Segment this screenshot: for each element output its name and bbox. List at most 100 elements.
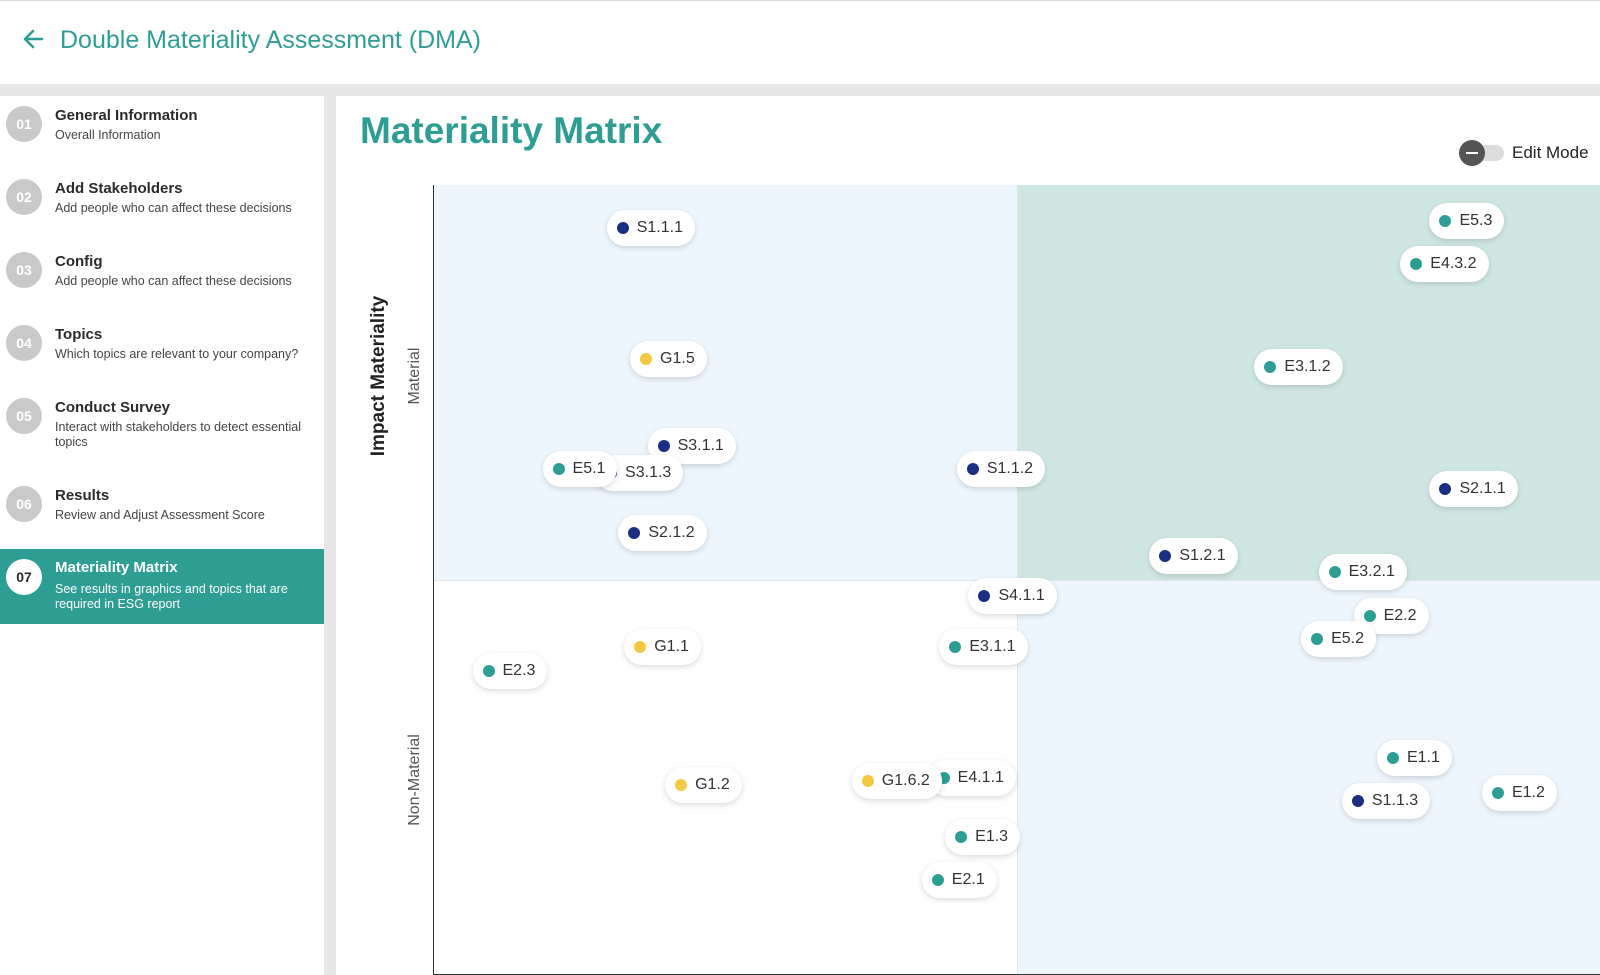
topic-point-e5-2[interactable]: E5.2 [1301, 621, 1376, 658]
quadrant-top-left [434, 185, 1017, 580]
topic-point-s4-1-1[interactable]: S4.1.1 [968, 577, 1057, 614]
topic-label: E5.1 [572, 460, 606, 478]
topic-label: G1.5 [660, 349, 695, 367]
step-number-badge: 01 [6, 106, 42, 142]
step-label: Config [55, 253, 103, 270]
topic-label: E1.2 [1511, 784, 1545, 802]
topic-label: G1.6.2 [881, 772, 930, 790]
sidebar-step-06[interactable]: 06 Results Review and Adjust Assessment Sc… [0, 476, 324, 549]
step-description: Add people who can affect these decision… [55, 201, 292, 215]
governance-dot-icon [640, 352, 653, 365]
social-dot-icon [966, 463, 979, 476]
environment-dot-icon [1386, 751, 1399, 764]
topic-point-g1-5[interactable]: G1.5 [630, 340, 707, 377]
step-label: Conduct Survey [55, 399, 171, 416]
topic-point-e1-3[interactable]: E1.3 [945, 818, 1021, 855]
y-axis-title: Impact Materiality [368, 295, 389, 457]
topic-point-e4-3-2[interactable]: E4.3.2 [1400, 246, 1489, 282]
topic-point-s3-1-1[interactable]: S3.1.1 [647, 427, 736, 464]
topic-point-g1-1[interactable]: G1.1 [624, 629, 701, 666]
step-label: Results [55, 487, 110, 504]
topic-label: S4.1.1 [998, 586, 1045, 604]
social-dot-icon [1351, 795, 1364, 808]
topic-point-e2-1[interactable]: E2.1 [921, 862, 997, 899]
environment-dot-icon [955, 830, 968, 843]
y-band-label-material: Material [406, 347, 423, 405]
step-number-badge: 02 [6, 179, 42, 215]
topic-label: E4.3.2 [1430, 255, 1477, 272]
environment-dot-icon [1311, 633, 1324, 646]
step-label: Materiality Matrix [55, 559, 178, 576]
topic-label: S1.2.1 [1179, 547, 1226, 565]
topic-label: G1.1 [654, 638, 689, 656]
sidebar-step-02[interactable]: 02 Add Stakeholders Add people who can aff… [0, 169, 324, 242]
step-number-badge: 06 [6, 486, 42, 522]
topic-label: S2.1.2 [648, 523, 695, 541]
sidebar-step-03[interactable]: 03 Config Add people who can affect these … [0, 242, 324, 315]
minus-icon[interactable] [1459, 140, 1485, 166]
topic-point-e1-2[interactable]: E1.2 [1481, 775, 1557, 812]
topic-point-s1-1-1[interactable]: S1.1.1 [606, 210, 695, 247]
materiality-chart: S1.1.1 E5.3 E4.3.2 G1.5 E3.1.2 S3.1.1 S3.1.3 E5… [433, 185, 1600, 975]
edit-mode-toggle[interactable]: Edit Mode [1459, 140, 1589, 166]
environment-dot-icon [1264, 360, 1277, 373]
topic-label: S1.1.2 [986, 460, 1034, 478]
sidebar-step-01[interactable]: 01 General Information Overall Information [0, 96, 324, 169]
topic-label: S1.1.1 [636, 219, 683, 237]
environment-dot-icon [931, 874, 944, 887]
topic-label: E1.3 [975, 827, 1009, 845]
topic-label: G1.2 [695, 776, 730, 794]
step-description: Overall Information [55, 128, 161, 142]
topic-point-s2-1-1[interactable]: S2.1.1 [1429, 471, 1518, 508]
topic-label: S3.1.1 [677, 436, 724, 454]
topic-label: E2.2 [1383, 606, 1417, 624]
topic-point-e4-1-1[interactable]: E4.1.1 [927, 759, 1016, 796]
topic-point-g1-2[interactable]: G1.2 [665, 767, 742, 804]
topic-label: E2.3 [502, 661, 536, 679]
back-arrow-icon[interactable] [20, 25, 48, 53]
topic-point-s1-2-1[interactable]: S1.2.1 [1149, 538, 1238, 575]
topic-label: E3.1.1 [969, 638, 1016, 656]
topic-point-e5-1[interactable]: E5.1 [542, 451, 618, 488]
topic-point-g1-6-2[interactable]: G1.6.2 [851, 763, 942, 800]
governance-dot-icon [861, 775, 874, 788]
topic-label: S2.1.1 [1459, 480, 1506, 498]
edit-mode-label: Edit Mode [1512, 143, 1589, 162]
step-number-badge: 03 [6, 252, 42, 288]
topic-label: E3.2.1 [1348, 563, 1395, 581]
topic-label: E1.1 [1406, 748, 1440, 766]
y-band-label-non-material: Non-Material [406, 734, 423, 826]
topic-point-e1-1[interactable]: E1.1 [1376, 739, 1452, 776]
step-description: See results in graphics and topics that … [55, 582, 288, 611]
topic-label: E4.1.1 [957, 768, 1004, 786]
topic-point-e3-1-2[interactable]: E3.1.2 [1254, 348, 1343, 385]
step-number-badge: 04 [6, 325, 42, 361]
step-label: Add Stakeholders [55, 180, 183, 197]
topic-point-s1-1-3[interactable]: S1.1.3 [1341, 783, 1431, 820]
topic-point-e3-1-1[interactable]: E3.1.1 [939, 629, 1028, 666]
topic-point-e5-3[interactable]: E5.3 [1429, 202, 1505, 239]
environment-dot-icon [1410, 258, 1423, 270]
environment-dot-icon [1328, 566, 1341, 579]
social-dot-icon [978, 589, 991, 602]
step-description: Interact with stakeholders to detect ess… [55, 420, 301, 449]
topic-point-e2-3[interactable]: E2.3 [472, 652, 548, 689]
environment-dot-icon [552, 463, 565, 476]
header: Double Materiality Assessment (DMA) [0, 0, 1600, 84]
topic-label: E2.1 [951, 871, 985, 889]
topic-point-s1-1-2[interactable]: S1.1.2 [956, 451, 1046, 488]
step-number-badge: 05 [6, 398, 42, 434]
toggle-track[interactable] [1459, 140, 1504, 166]
step-description: Which topics are relevant to your compan… [55, 347, 299, 361]
topic-point-e3-2-1[interactable]: E3.2.1 [1318, 554, 1407, 591]
sidebar-step-04[interactable]: 04 Topics Which topics are relevant to you… [0, 315, 324, 388]
topic-point-s2-1-2[interactable]: S2.1.2 [618, 514, 707, 551]
step-label: Topics [55, 326, 103, 343]
topic-label: S1.1.3 [1371, 792, 1419, 810]
step-label: General Information [55, 107, 198, 124]
environment-dot-icon [1491, 787, 1504, 800]
step-description: Review and Adjust Assessment Score [55, 508, 265, 522]
sidebar-step-07[interactable]: 07 Materiality Matrix See results in graph… [0, 549, 324, 624]
sidebar-step-05[interactable]: 05 Conduct Survey Interact with stakeholde… [0, 388, 324, 476]
step-number-badge: 07 [6, 559, 42, 595]
